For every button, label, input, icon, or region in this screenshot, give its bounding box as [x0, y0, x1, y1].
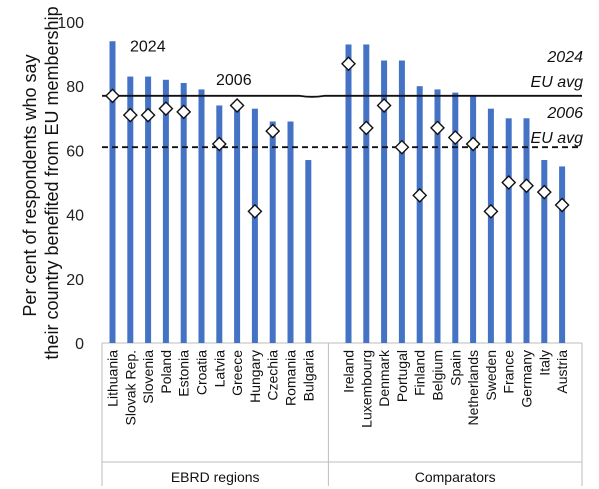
reference-label-year: 2024 — [546, 49, 583, 66]
y-tick-label: 60 — [66, 143, 84, 160]
marker-2006-slovenia — [140, 107, 156, 123]
bar-2024-netherlands — [470, 95, 477, 343]
reference-label-year: 2006 — [546, 105, 583, 122]
x-tick-label: Romania — [283, 350, 299, 406]
y-tick-label: 100 — [57, 15, 84, 32]
marker-2006-finland — [412, 187, 428, 203]
bar-2024-luxembourg — [363, 44, 370, 343]
bar-2024-estonia — [180, 82, 187, 344]
marker-2006-luxembourg — [358, 120, 374, 136]
marker-2006-lithuania — [105, 88, 120, 104]
x-tick-label: Slovak Rep. — [122, 350, 138, 425]
y-tick-label: 40 — [66, 208, 84, 225]
x-tick-label: France — [501, 350, 517, 394]
bar-2024-slovenia — [145, 76, 152, 343]
x-tick-label: Hungary — [247, 350, 263, 403]
x-tick-label: Belgium — [430, 350, 446, 401]
y-axis-title: Per cent of respondents who say their co… — [20, 6, 62, 359]
bars-layer — [109, 41, 566, 344]
series-label-2006: 2006 — [216, 72, 252, 89]
x-tick-label: Bulgaria — [300, 350, 316, 402]
bar-2024-romania — [287, 121, 294, 343]
bar-2024-italy — [541, 160, 548, 343]
bar-2024-croatia — [198, 89, 205, 343]
marker-2006-greece — [229, 97, 245, 113]
marker-2006-estonia — [176, 104, 192, 120]
bar-2024-bulgaria — [305, 160, 312, 343]
marker-2006-denmark — [376, 97, 392, 113]
x-tick-label: Lithuania — [105, 350, 121, 407]
reference-line-2024 — [102, 94, 582, 98]
bar-2024-lithuania — [109, 41, 116, 343]
bar-2024-czechia — [269, 121, 276, 343]
y-axis-title-line-2: their country benefited from EU membersh… — [42, 6, 62, 359]
x-tick-label: Greece — [229, 350, 245, 396]
x-tick-label: Sweden — [483, 350, 499, 401]
marker-2006-austria — [554, 197, 570, 213]
bar-2024-germany — [523, 118, 530, 343]
y-tick-label: 0 — [75, 336, 84, 353]
marker-2006-poland — [158, 101, 174, 117]
marker-2006-spain — [447, 130, 463, 146]
x-tick-label: Austria — [554, 350, 570, 394]
marker-2006-portugal — [394, 139, 410, 155]
reference-lines-layer — [102, 94, 582, 149]
x-tick-label: Italy — [536, 350, 552, 376]
x-tick-label: Latvia — [211, 350, 227, 388]
x-tick-label: Luxembourg — [358, 350, 374, 428]
x-tick-label: Denmark — [376, 349, 392, 407]
x-tick-label: Czechia — [265, 350, 281, 401]
bar-2024-austria — [559, 166, 566, 343]
marker-2006-hungary — [247, 203, 263, 219]
labels-layer: 0 20 40 60 80 100 Lithuania Slovak Rep. Slovenia… — [57, 15, 583, 485]
bar-2024-denmark — [381, 60, 388, 344]
bar-2024-hungary — [251, 108, 258, 343]
marker-2006-sweden — [483, 203, 499, 219]
bar-2024-poland — [162, 79, 169, 343]
bar-2024-spain — [452, 92, 459, 344]
axis-layer — [101, 342, 583, 486]
y-axis-title-line-1: Per cent of respondents who say — [20, 54, 40, 316]
markers-layer — [105, 56, 570, 219]
x-tick-label: Netherlands — [465, 350, 481, 426]
x-tick-label: Portugal — [394, 350, 410, 402]
x-tick-label: Spain — [447, 350, 463, 386]
x-tick-label: Ireland — [341, 350, 357, 393]
bar-2024-france — [505, 118, 512, 343]
bar-2024-belgium — [434, 89, 441, 343]
series-label-2024: 2024 — [130, 38, 166, 55]
x-tick-label: Croatia — [194, 350, 210, 395]
x-tick-label: Estonia — [176, 350, 192, 397]
marker-2006-netherlands — [465, 136, 481, 152]
x-tick-label: Poland — [158, 350, 174, 394]
marker-2006-slovak-rep- — [122, 107, 138, 123]
bar-2024-ireland — [345, 44, 352, 343]
marker-2006-italy — [536, 184, 552, 200]
bar-2024-latvia — [216, 105, 223, 344]
x-tick-label: Slovenia — [140, 350, 156, 404]
marker-2006-czechia — [265, 123, 281, 139]
reference-label-text: EU avg — [531, 74, 584, 91]
bar-2024-greece — [234, 105, 241, 344]
bar-2024-sweden — [487, 108, 494, 343]
x-tick-label: Germany — [519, 350, 535, 408]
marker-2006-belgium — [430, 120, 445, 136]
group-label: EBRD regions — [171, 469, 260, 485]
reference-label-text: EU avg — [531, 130, 584, 147]
y-tick-label: 80 — [66, 79, 84, 96]
x-tick-label: Finland — [412, 350, 428, 396]
marker-2006-latvia — [211, 136, 227, 152]
bar-2024-portugal — [398, 60, 405, 344]
y-tick-label: 20 — [66, 272, 84, 289]
bar-2024-slovak-rep- — [127, 76, 134, 343]
marker-2006-ireland — [341, 56, 356, 72]
marker-2006-france — [501, 175, 517, 190]
group-label: Comparators — [415, 469, 496, 485]
bar-2024-finland — [416, 86, 423, 343]
marker-2006-germany — [519, 178, 534, 194]
